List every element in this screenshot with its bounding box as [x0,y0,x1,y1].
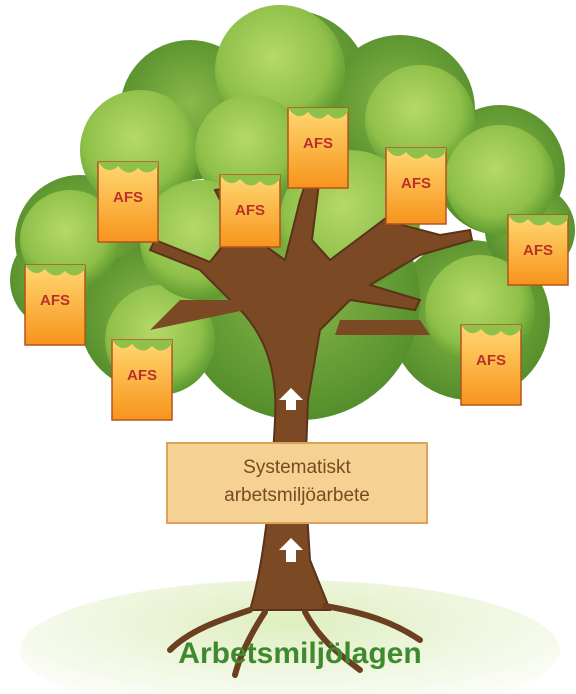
afs-label: AFS [401,175,431,192]
afs-label: AFS [476,352,506,369]
foundation-label: Arbetsmiljölagen [178,637,421,670]
afs-label: AFS [40,292,70,309]
afs-label: AFS [127,367,157,384]
sign-board [167,443,427,523]
tree-illustration: AFS AFS AFS AFS AFS AFS AFS AFS Systematiskt ar… [0,0,576,694]
afs-label: AFS [303,135,333,152]
sign-text: arbetsmiljöarbete [224,485,370,506]
afs-label: AFS [113,189,143,206]
afs-label: AFS [235,202,265,219]
afs-label: AFS [523,242,553,259]
sign-text: Systematiskt [243,457,351,478]
